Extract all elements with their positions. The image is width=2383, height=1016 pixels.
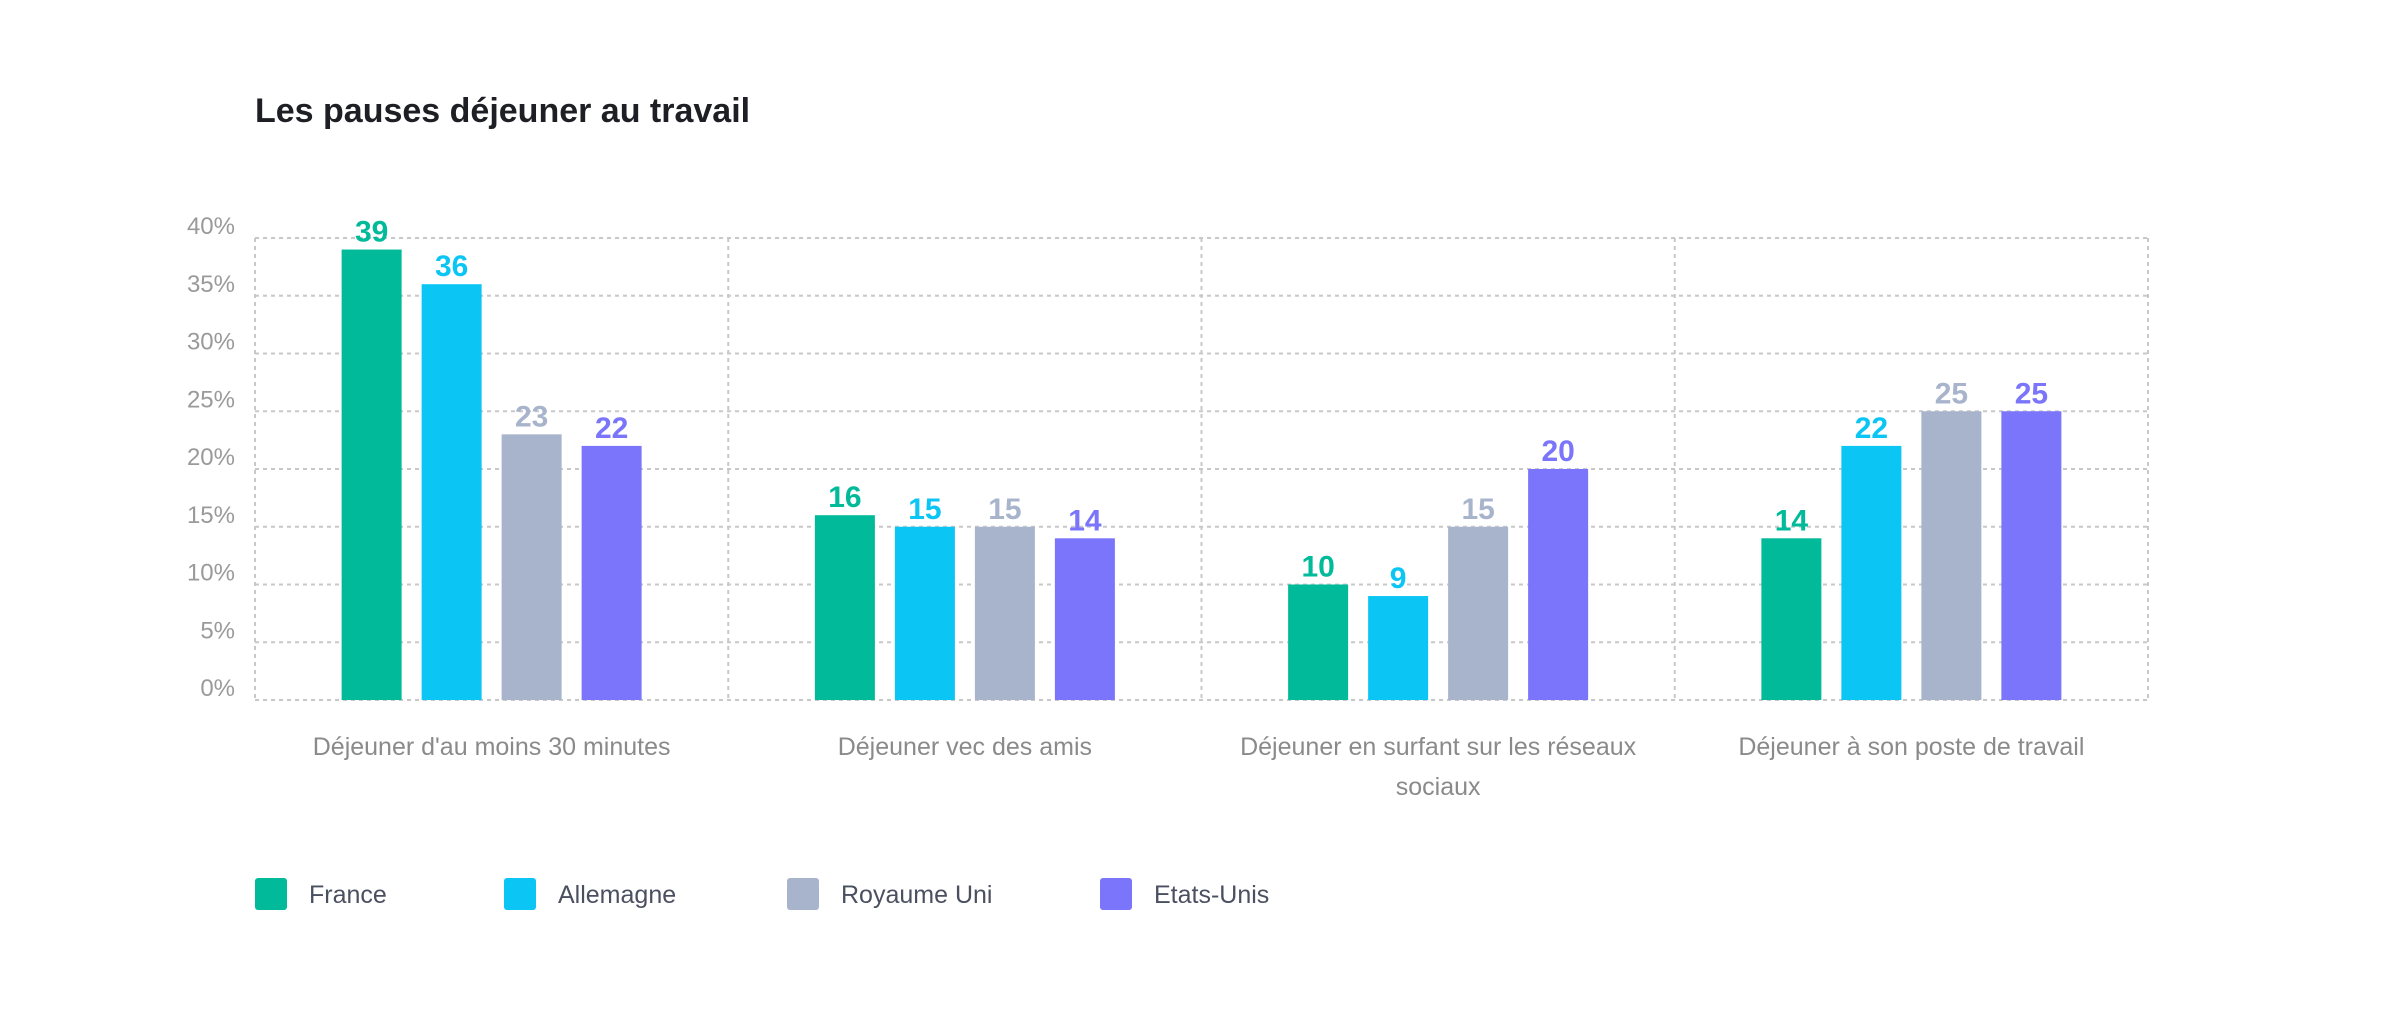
data-label: 14 bbox=[1775, 504, 1809, 537]
bar-allemagne bbox=[1368, 596, 1429, 700]
y-axis: 0% 5% 10% 15% 20% 25% 30% 35% 40% bbox=[187, 213, 235, 702]
data-label: 39 bbox=[355, 216, 388, 249]
legend-label: Allemagne bbox=[558, 881, 676, 909]
legend-label: Etats-Unis bbox=[1154, 881, 1269, 909]
bar-allemagne bbox=[421, 284, 482, 700]
data-label: 25 bbox=[2015, 377, 2048, 410]
x-tick-label: Déjeuner d'au moins 30 minutes bbox=[313, 733, 671, 761]
legend-item: France bbox=[255, 878, 387, 910]
bar-allemagne bbox=[1841, 445, 1902, 700]
y-tick-label: 25% bbox=[187, 386, 235, 413]
bar-france bbox=[341, 249, 402, 701]
legend-swatch bbox=[255, 878, 287, 910]
legend-label: Royaume Uni bbox=[841, 881, 992, 909]
legend-swatch bbox=[1100, 878, 1132, 910]
data-label: 15 bbox=[908, 493, 941, 526]
y-tick-label: 40% bbox=[187, 213, 235, 240]
data-label: 36 bbox=[435, 250, 468, 283]
bar-etats-unis bbox=[2001, 411, 2062, 700]
data-label: 22 bbox=[1855, 412, 1888, 445]
y-tick-label: 20% bbox=[187, 444, 235, 471]
bar-royaume-uni bbox=[1448, 526, 1509, 700]
bar-allemagne bbox=[894, 526, 955, 700]
legend-label: France bbox=[309, 881, 387, 909]
bar-france bbox=[814, 515, 875, 700]
bar-royaume-uni bbox=[501, 434, 562, 700]
legend-swatch bbox=[787, 878, 819, 910]
legend-item: Royaume Uni bbox=[787, 878, 992, 910]
x-axis: Déjeuner d'au moins 30 minutes Déjeuner v… bbox=[313, 733, 2085, 801]
legend-item: Allemagne bbox=[504, 878, 676, 910]
data-label: 16 bbox=[828, 481, 861, 514]
y-tick-label: 35% bbox=[187, 271, 235, 298]
bar-france bbox=[1761, 538, 1822, 700]
x-tick-label: sociaux bbox=[1396, 773, 1481, 801]
bar-etats-unis bbox=[1528, 469, 1589, 700]
legend: France Allemagne Royaume Uni Etats-Unis bbox=[255, 878, 1269, 910]
y-tick-label: 30% bbox=[187, 329, 235, 356]
bar-royaume-uni bbox=[974, 526, 1035, 700]
data-label: 23 bbox=[515, 400, 548, 433]
data-label: 15 bbox=[988, 493, 1021, 526]
bar-etats-unis bbox=[581, 445, 642, 700]
x-tick-label: Déjeuner vec des amis bbox=[838, 733, 1092, 761]
data-label: 25 bbox=[1935, 377, 1968, 410]
y-tick-label: 0% bbox=[200, 675, 235, 702]
x-tick-label: Déjeuner en surfant sur les réseaux bbox=[1240, 733, 1637, 761]
data-label: 15 bbox=[1461, 493, 1494, 526]
bar-france bbox=[1288, 584, 1349, 700]
chart-title: Les pauses déjeuner au travail bbox=[255, 92, 750, 130]
legend-swatch bbox=[504, 878, 536, 910]
data-label: 22 bbox=[595, 412, 628, 445]
y-tick-label: 10% bbox=[187, 560, 235, 587]
bars: 39 36 23 22 16 15 15 14 10 9 15 20 14 22 25 25 bbox=[341, 216, 2062, 701]
legend-item: Etats-Unis bbox=[1100, 878, 1269, 910]
bar-royaume-uni bbox=[1921, 411, 1982, 700]
y-tick-label: 5% bbox=[200, 617, 235, 644]
grid bbox=[254, 237, 2149, 701]
y-tick-label: 15% bbox=[187, 502, 235, 529]
x-tick-label: Déjeuner à son poste de travail bbox=[1738, 733, 2084, 761]
data-label: 10 bbox=[1301, 551, 1334, 584]
data-label: 14 bbox=[1068, 504, 1102, 537]
data-label: 9 bbox=[1390, 562, 1407, 595]
data-label: 20 bbox=[1541, 435, 1574, 468]
bar-etats-unis bbox=[1054, 538, 1115, 700]
